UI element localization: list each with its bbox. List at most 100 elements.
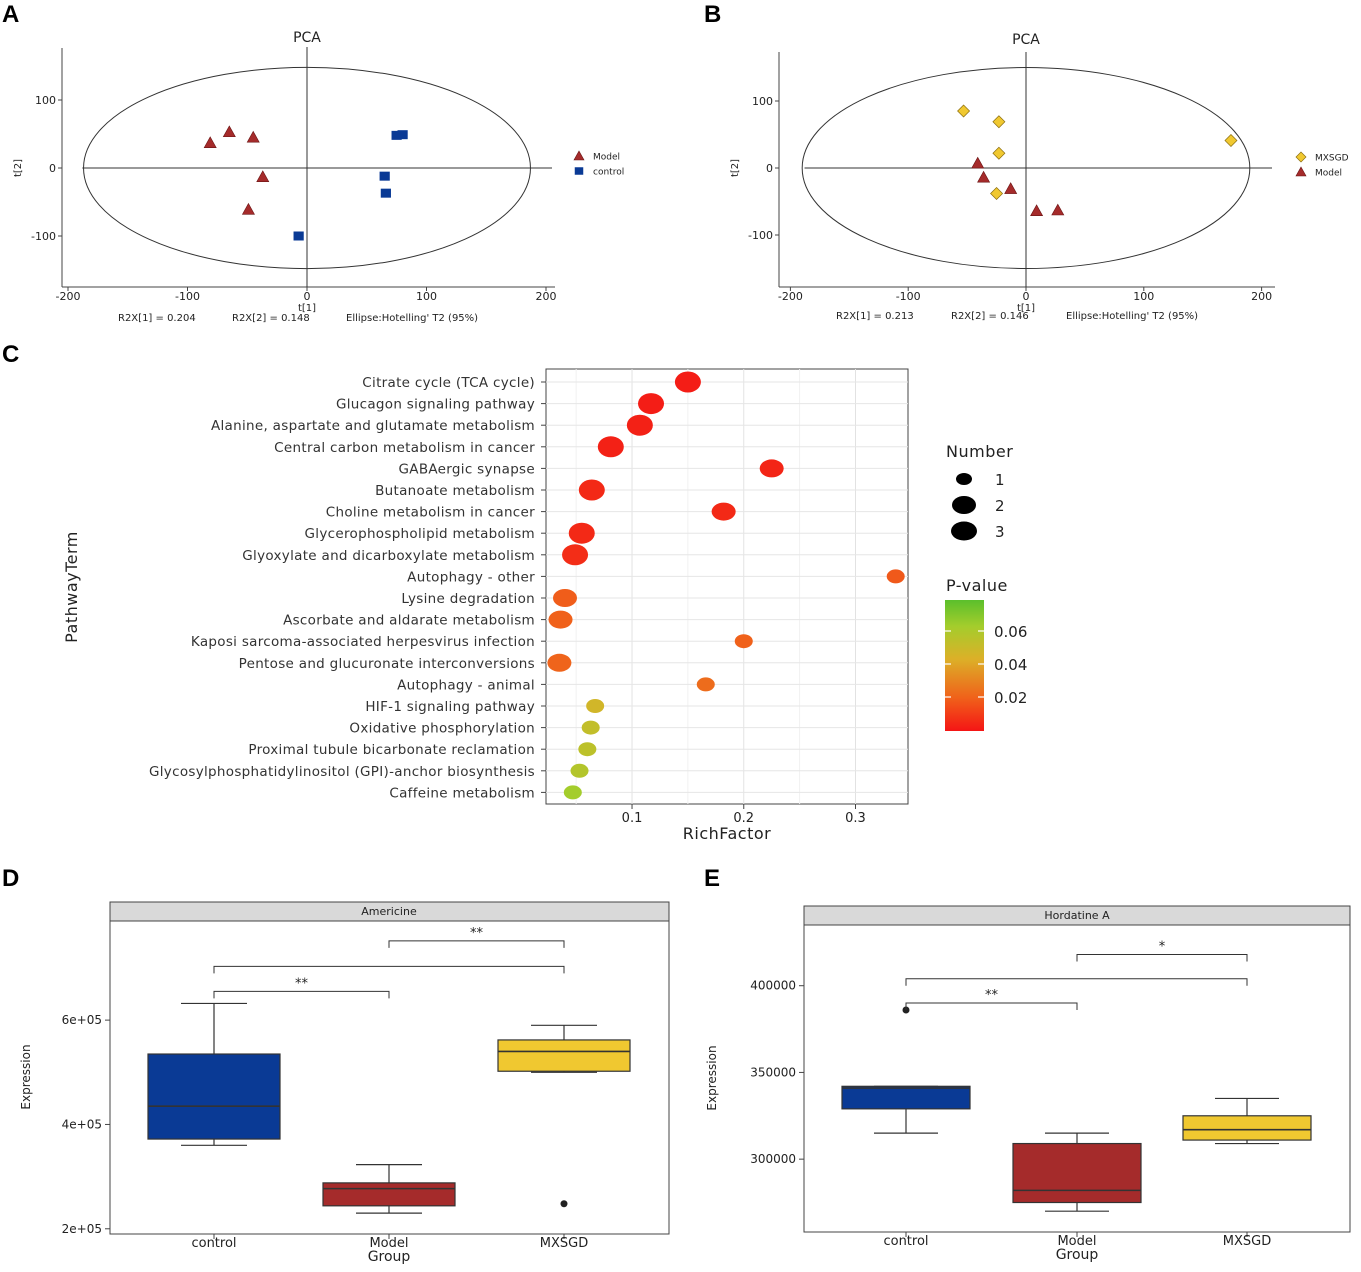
pca-title-b: PCA [1012, 32, 1040, 48]
box-outlier [560, 1200, 568, 1208]
pathway-term-label: Ascorbate and aldarate metabolism [283, 613, 535, 629]
pca-xtick-label-b: -200 [778, 290, 803, 303]
bubble-point [759, 459, 784, 478]
pca-ytick-label-b: -100 [748, 229, 773, 242]
legend-size-label: 2 [995, 497, 1005, 515]
pathway-term-label: Glyoxylate and dicarboxylate metabolism [242, 548, 535, 564]
bubble-point [570, 763, 589, 778]
box-ytick-label-e: 400000 [750, 979, 796, 993]
pca-ellipse-note-a: Ellipse:Hotelling' T2 (95%) [346, 313, 478, 324]
pca-point-control [397, 130, 408, 140]
pathway-term-label: Glycerophospholipid metabolism [305, 526, 535, 542]
pca-xtick-label-a: 100 [416, 290, 437, 303]
box-ylabel-d: Expression [19, 1044, 33, 1109]
box-model [1012, 1142, 1142, 1204]
pathway-term-label: Autophagy - other [407, 569, 535, 585]
bubble-point [563, 785, 582, 800]
pathway-term-label: Autophagy - animal [397, 677, 535, 693]
legend-label-control: control [593, 168, 624, 178]
panel-letter-d: D [2, 865, 19, 892]
significance-label: ** [470, 926, 484, 941]
pathway-term-label: Kaposi sarcoma-associated herpesvirus in… [191, 634, 535, 650]
legend-color-title: P-value [946, 576, 1008, 595]
pca-r2x1-a: R2X[1] = 0.204 [118, 313, 196, 324]
bubble-point [734, 634, 753, 649]
pca-point-model [256, 170, 270, 182]
pathway-term-label: Central carbon metabolism in cancer [274, 440, 535, 456]
pathway-term-label: GABAergic synapse [399, 461, 535, 477]
legend-size-label: 3 [995, 523, 1005, 541]
pca-xlabel-b: t[1] [1017, 303, 1035, 314]
pca-point-control [380, 188, 391, 198]
pca-xtick-label-a: 0 [304, 290, 311, 303]
box-ytick-label-e: 300000 [750, 1152, 796, 1166]
bubble-point [552, 589, 577, 607]
box-xtick-label-e: control [883, 1234, 928, 1249]
box-mxsgd [497, 1039, 631, 1072]
panel-letter-c: C [2, 341, 19, 368]
bubble-point [578, 479, 605, 501]
box-xtick-label-d: control [191, 1236, 236, 1251]
boxplot-americine: Americine 2e+05 4e+05 6e+05 control Model MX… [19, 901, 670, 1265]
pca-point-control [391, 130, 402, 140]
pca-point-mxsgd [957, 104, 971, 118]
bubble-point [562, 544, 589, 566]
legend-size-label: 1 [995, 471, 1005, 489]
xtick-label: 0.1 [622, 811, 643, 826]
box-ytick-label-d: 6e+05 [62, 1013, 102, 1027]
bubble-point [548, 610, 573, 629]
xtick-label: 0.3 [845, 811, 866, 826]
pca-ylabel-a: t[2] [13, 159, 24, 177]
bubble-point [578, 742, 597, 757]
box-xtick-label-e: MXSGD [1223, 1234, 1271, 1249]
bubble-point [547, 653, 572, 672]
pca-ytick-label-a: 0 [49, 162, 56, 175]
legend-marker-model [573, 150, 585, 161]
pca-xtick-label-b: 100 [1133, 290, 1154, 303]
legend-size-title: Number [946, 442, 1013, 461]
pca-ytick-label-b: 100 [752, 95, 773, 108]
significance-label: ** [295, 976, 309, 991]
pathway-term-label: HIF-1 signaling pathway [365, 699, 535, 715]
bubble-point [626, 414, 653, 436]
pca-point-model [222, 125, 236, 138]
pathway-term-label: Caffeine metabolism [389, 785, 535, 801]
box-xlabel-d: Group [368, 1249, 411, 1265]
panel-letter-e: E [704, 865, 720, 892]
legend-label-model: Model [593, 153, 620, 163]
pca-point-mxsgd [992, 146, 1006, 160]
pca-xlabel-a: t[1] [298, 303, 316, 314]
pca-point-model [1030, 204, 1044, 216]
pca-xtick-label-a: 200 [536, 290, 557, 303]
pca-point-model [241, 202, 255, 215]
bubble-point [696, 677, 715, 692]
legend-size-dot [956, 473, 972, 485]
bubble-point [597, 436, 624, 458]
box-xtick-label-e: Model [1057, 1234, 1096, 1249]
pca-title-a: PCA [293, 30, 321, 46]
box-ytick-label-e: 350000 [750, 1065, 796, 1079]
pathway-term-label: Lysine degradation [401, 591, 535, 607]
pca-chart-b: PCA -200 -100 0 100 200 100 0 -100 t[1] t[2] R… [730, 32, 1349, 322]
pca-r2x2-b: R2X[2] = 0.146 [951, 311, 1029, 322]
bubble-point [581, 720, 600, 735]
box-model [322, 1182, 456, 1207]
pca-xtick-label-a: -200 [56, 290, 81, 303]
strip-label-hordatine: Hordatine A [1044, 909, 1110, 922]
significance-label: * [1159, 939, 1166, 954]
pca-ellipse-note-b: Ellipse:Hotelling' T2 (95%) [1066, 311, 1198, 322]
legend-label-mxsgd: MXSGD [1315, 154, 1349, 164]
box-ylabel-e: Expression [705, 1045, 719, 1110]
xtick-label: 0.2 [733, 811, 754, 826]
boxplot-hordatine: Hordatine A 300000 350000 400000 control Mo… [705, 905, 1351, 1263]
box-ytick-label-d: 2e+05 [62, 1222, 102, 1236]
significance-bracket [905, 1002, 1078, 1011]
pca-ylabel-b: t[2] [730, 159, 741, 177]
pathway-term-label: Glucagon signaling pathway [336, 397, 535, 413]
legend-marker-model [1295, 166, 1307, 177]
pca-xtick-label-b: -100 [896, 290, 921, 303]
legend-color-label: 0.02 [994, 689, 1027, 707]
legend-color-label: 0.06 [994, 623, 1027, 641]
panel-letter-b: B [704, 1, 721, 28]
